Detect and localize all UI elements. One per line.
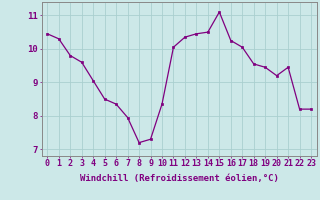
X-axis label: Windchill (Refroidissement éolien,°C): Windchill (Refroidissement éolien,°C): [80, 174, 279, 183]
